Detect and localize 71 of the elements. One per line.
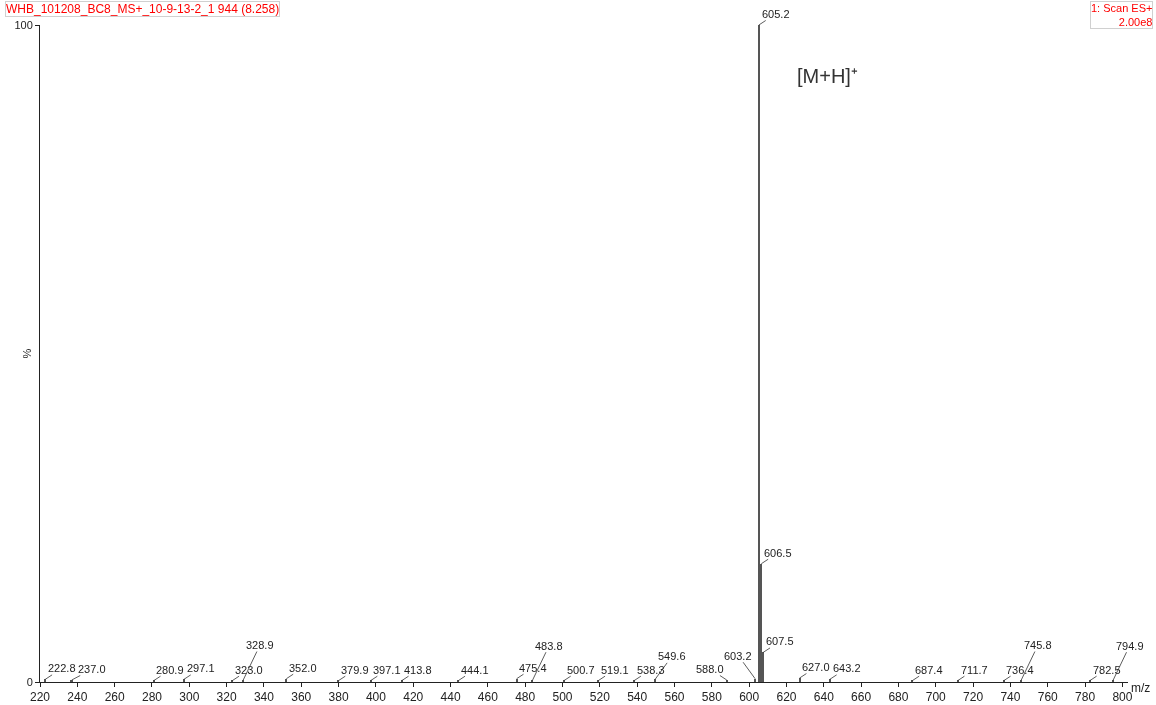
annotation: 323.0: [235, 664, 263, 676]
bar: [285, 679, 287, 682]
annotation: 297.1: [187, 662, 215, 674]
x-axis-title: m/z: [1131, 681, 1151, 695]
x-tick-label: 580: [701, 690, 723, 705]
annotation: 603.2: [724, 650, 752, 662]
annotation: 606.5: [764, 547, 792, 559]
annotation: 605.2: [762, 8, 790, 20]
x-tick-label: 480: [515, 690, 536, 705]
x-tick-label: 780: [1075, 690, 1096, 705]
annotation: 397.1: [373, 664, 401, 676]
bar: [516, 679, 518, 682]
annotation: 519.1: [601, 664, 629, 676]
x-tick-label: 380: [328, 690, 349, 705]
x-tick-label: 620: [776, 690, 797, 705]
annotation: 736.4: [1006, 664, 1034, 676]
annotation: 328.9: [246, 639, 274, 651]
x-tick-label: 600: [739, 690, 760, 705]
x-tick-label: 700: [925, 690, 947, 705]
annotation: 607.5: [766, 635, 794, 647]
annotation: 237.0: [78, 663, 106, 675]
annotation: 588.0: [696, 663, 724, 675]
annotation: 687.4: [915, 664, 943, 676]
x-tick-label: 320: [216, 690, 237, 705]
x-tick-label: 640: [813, 690, 835, 705]
annotation: [M+H]⁺: [797, 65, 858, 87]
y-axis-title: %: [20, 348, 33, 359]
x-tick-label: 400: [365, 690, 387, 705]
annotation: 549.6: [658, 650, 686, 662]
annotation: 643.2: [833, 662, 861, 674]
annotation: 280.9: [156, 664, 184, 676]
annotation: 444.1: [461, 664, 489, 676]
annotation: 500.7: [567, 664, 595, 676]
x-tick-label: 260: [104, 690, 125, 705]
x-tick-label: 740: [1000, 690, 1021, 705]
y-tick-label: 100: [14, 18, 33, 31]
annotation: 745.8: [1024, 639, 1052, 651]
chart-subtitle: 1: Scan ES+ 2.00e8: [1091, 2, 1153, 29]
x-tick-label: 500: [552, 690, 573, 705]
bar: [758, 25, 760, 682]
x-tick-label: 460: [477, 690, 499, 705]
x-tick-label: 540: [627, 690, 648, 705]
annotation: 483.8: [535, 640, 563, 652]
x-tick-label: 240: [67, 690, 88, 705]
x-tick-label: 720: [963, 690, 984, 705]
x-tick-label: 760: [1037, 690, 1059, 705]
bar: [799, 678, 801, 682]
annotation: 222.8: [48, 662, 76, 674]
annotation: 379.9: [341, 664, 369, 676]
x-tick-label: 520: [589, 690, 611, 705]
bar: [754, 679, 756, 682]
y-tick-label: 0: [26, 675, 33, 688]
annotation: 352.0: [289, 662, 317, 674]
x-tick-label: 680: [888, 690, 909, 705]
annotation: 794.9: [1116, 640, 1144, 652]
x-tick-label: 340: [253, 690, 275, 705]
annotation: 538.3: [637, 664, 665, 676]
x-tick-label: 560: [664, 690, 685, 705]
annotation: 413.8: [404, 664, 432, 676]
x-tick-label: 300: [179, 690, 200, 705]
x-tick-label: 660: [851, 690, 872, 705]
annotation: 475.4: [519, 662, 547, 674]
annotation: 782.5: [1093, 664, 1121, 676]
x-tick-label: 280: [141, 690, 163, 705]
x-tick-label: 440: [440, 690, 461, 705]
annotation: 627.0: [802, 661, 830, 673]
x-tick-label: 220: [29, 690, 51, 705]
x-tick-label: 360: [291, 690, 312, 705]
chart-title: WHB_101208_BC8_MS+_10-9-13-2_1 944 (8.258): [6, 2, 280, 16]
x-tick-label: 420: [403, 690, 424, 705]
annotation: 711.7: [961, 664, 988, 676]
